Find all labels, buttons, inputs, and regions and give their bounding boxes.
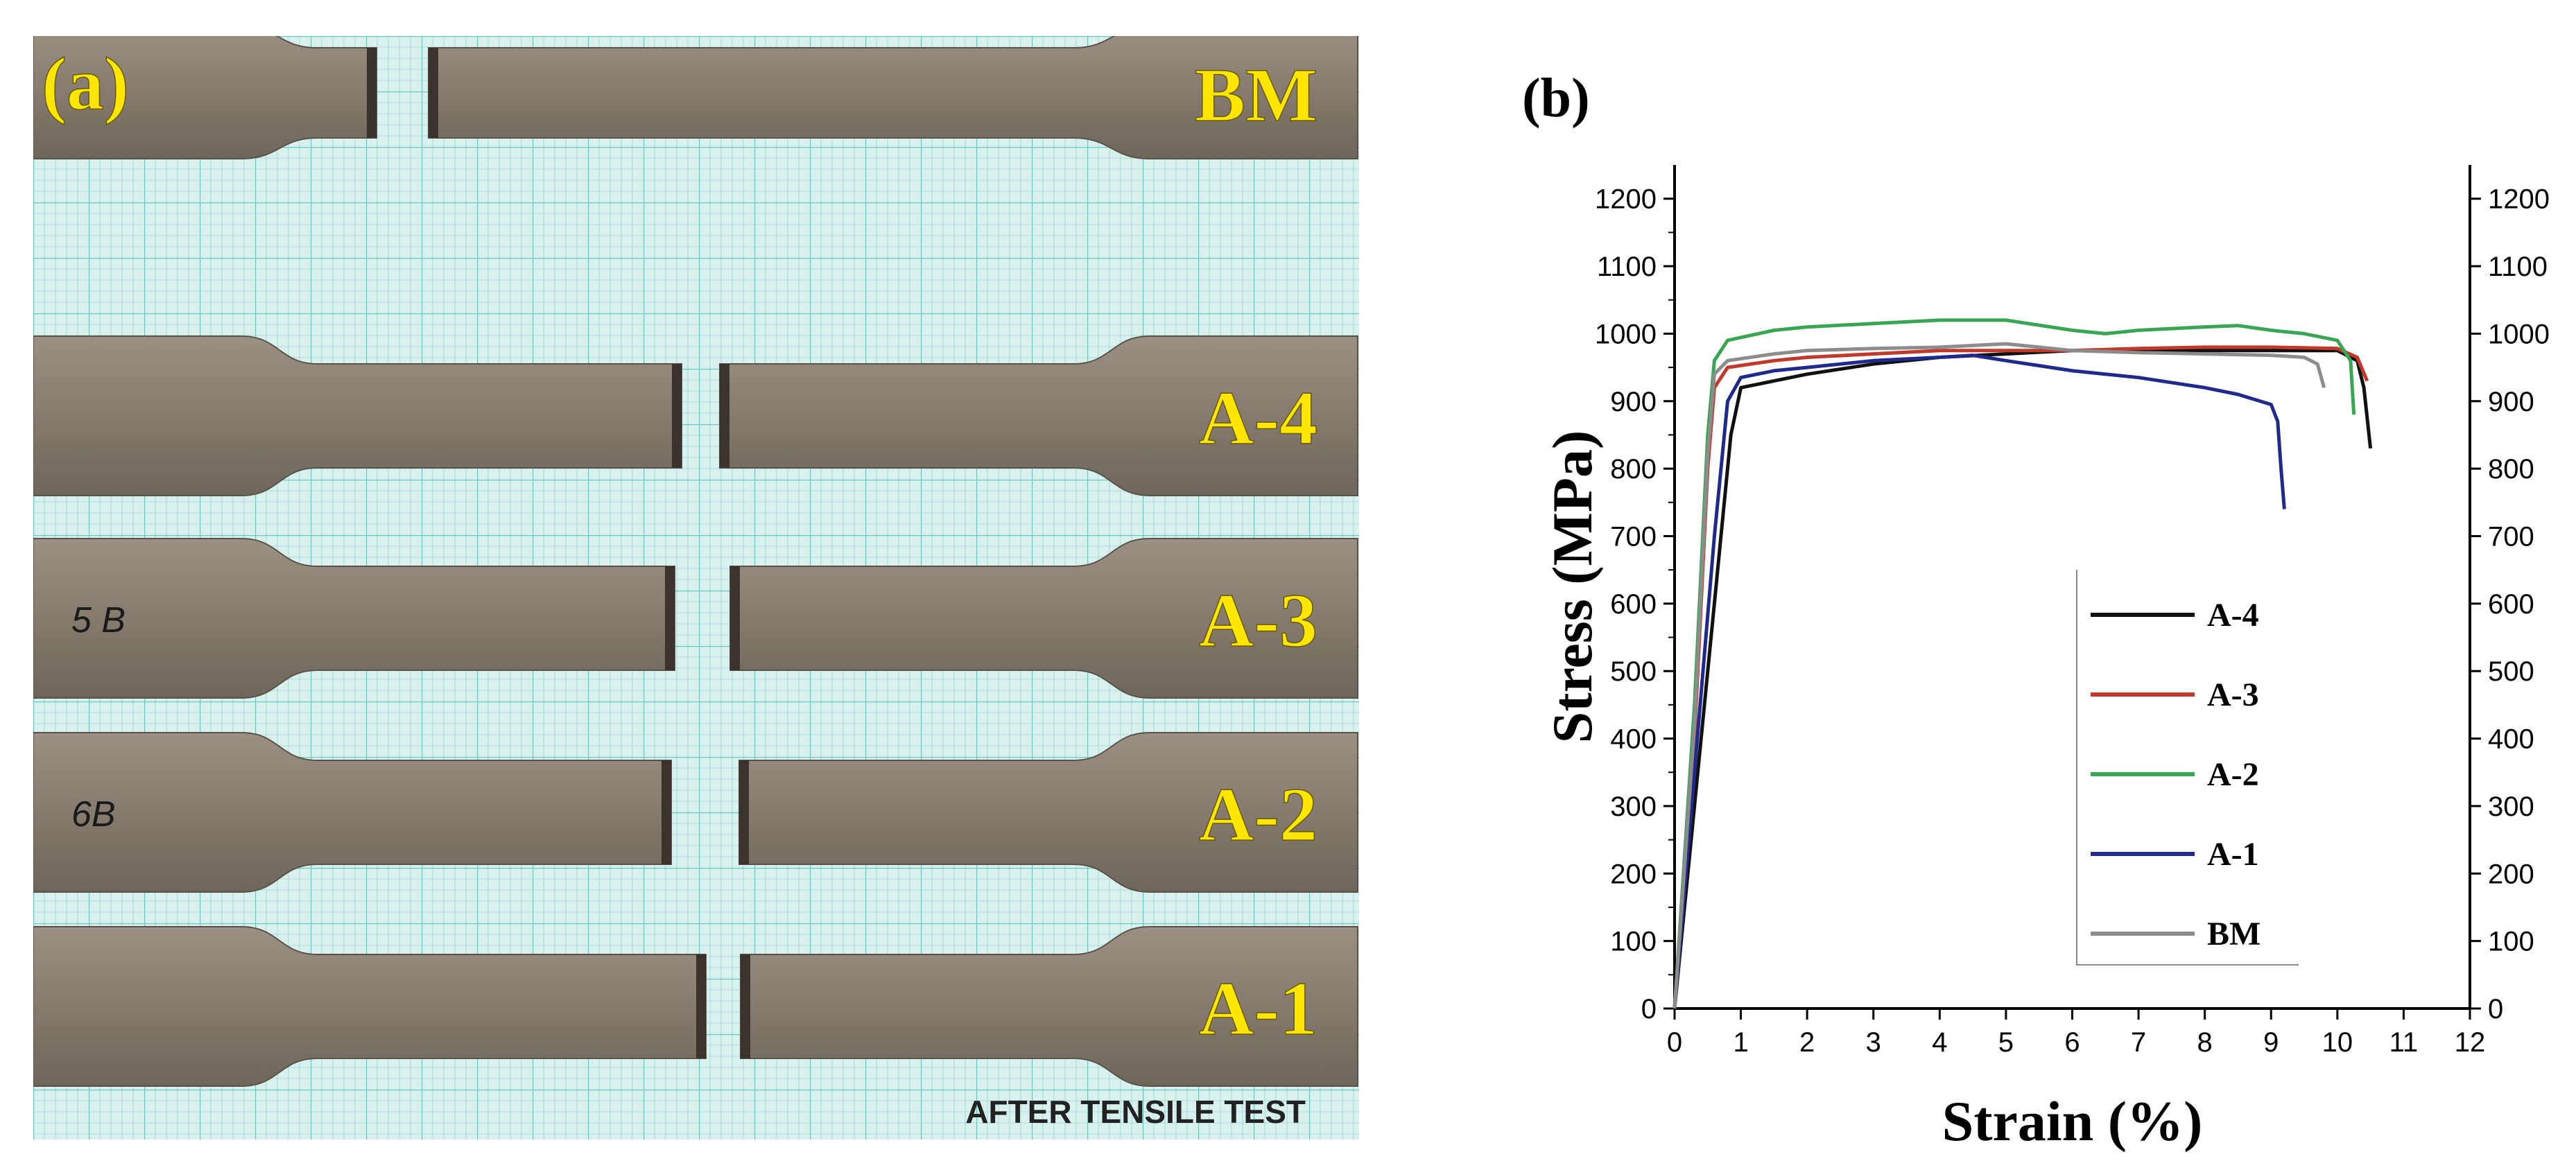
legend-label-A-1: A-1: [2207, 836, 2259, 873]
x-tick-label: 11: [2389, 1027, 2419, 1058]
x-tick-label: 9: [2263, 1027, 2279, 1058]
y-tick-label: 200: [1610, 859, 1657, 889]
y-axis-title: Stress (MPa): [1541, 430, 1604, 744]
specimen-label-BM: BM: [1195, 53, 1317, 137]
y-tick-label: 100: [1610, 927, 1657, 957]
fracture-face: [696, 954, 706, 1058]
y-tick-label: 1200: [1595, 184, 1657, 215]
right-tick-label: 100: [2488, 927, 2534, 957]
specimen-label-A-1: A-1: [1199, 966, 1317, 1051]
right-tick-label: 1100: [2488, 252, 2548, 282]
x-tick-label: 10: [2322, 1027, 2353, 1058]
x-tick-label: 12: [2455, 1027, 2486, 1058]
right-tick-label: 400: [2488, 724, 2534, 755]
x-tick-label: 7: [2131, 1027, 2146, 1058]
series-line-A-1: [1672, 353, 2286, 1009]
x-tick-label: 2: [1799, 1027, 1815, 1058]
fracture-face: [367, 48, 377, 138]
x-axis-title: Strain (%): [1942, 1090, 2203, 1153]
right-tick-label: 200: [2488, 859, 2534, 889]
legend-label-A-4: A-4: [2207, 597, 2259, 634]
x-tick-label: 6: [2064, 1027, 2080, 1058]
photo-caption: AFTER TENSILE TEST: [965, 1094, 1306, 1130]
fracture-face: [665, 566, 675, 670]
stress-strain-chart-panel: (b) 0 100 200 300 400 500 600 700 800 900 1000 1100 1…: [1508, 0, 2576, 1170]
right-tick-label: 0: [2488, 994, 2503, 1024]
y-tick-label: 0: [1641, 994, 1657, 1024]
right-tick-label: 700: [2488, 521, 2534, 552]
right-tick-label: 300: [2488, 792, 2534, 822]
specimen-photo-panel: BM A-4 A-3 5 B A-2 6B A-1 (a) AFTER TENSILE TEST: [33, 36, 1359, 1140]
specimen-label-A-3: A-3: [1199, 578, 1317, 663]
right-tick-label: 900: [2488, 387, 2534, 417]
y-tick-label: 700: [1610, 521, 1657, 552]
x-tick-label: 8: [2197, 1027, 2213, 1058]
y-tick-label: 900: [1610, 387, 1657, 417]
y-tick-label: 300: [1610, 792, 1657, 822]
y-tick-label: 1100: [1597, 252, 1657, 282]
x-tick-label: 5: [1998, 1027, 2014, 1058]
right-tick-label: 800: [2488, 454, 2534, 484]
y-tick-label: 1000: [1595, 319, 1657, 349]
right-tick-label: 600: [2488, 589, 2534, 620]
legend-frame: [2076, 570, 2299, 966]
right-tick-label: 1000: [2488, 319, 2550, 349]
fracture-face: [720, 364, 729, 468]
x-tick-label: 4: [1932, 1027, 1947, 1058]
legend-box: [2077, 570, 2299, 965]
legend-label-BM: BM: [2207, 916, 2261, 952]
x-tick-label: 0: [1667, 1027, 1682, 1058]
x-tick-label: 1: [1733, 1027, 1748, 1058]
right-tick-label: 500: [2488, 656, 2534, 687]
specimen-marking-A-2: 6B: [71, 794, 116, 835]
stress-strain-chart: (b)0100200300400500600700800900100011001…: [1522, 68, 2550, 1153]
fracture-face: [429, 48, 438, 138]
fracture-face: [741, 954, 750, 1058]
specimen-label-A-4: A-4: [1199, 376, 1317, 460]
y-tick-label: 400: [1610, 724, 1657, 755]
specimen-photo: BM A-4 A-3 5 B A-2 6B A-1 (a) AFTER TENSILE TEST: [33, 36, 1359, 1140]
fracture-face: [730, 566, 740, 670]
legend-label-A-2: A-2: [2207, 756, 2259, 793]
fracture-face: [672, 364, 682, 468]
fracture-face: [662, 760, 671, 864]
y-tick-label: 500: [1610, 656, 1657, 687]
y-tick-label: 600: [1610, 589, 1657, 620]
panel-a-label: (a): [42, 43, 129, 125]
right-tick-label: 1200: [2488, 184, 2550, 215]
series-line-A-2: [1672, 318, 2356, 1009]
specimen-marking-A-3: 5 B: [71, 600, 126, 640]
panel-b-label: (b): [1522, 68, 1590, 129]
legend-label-A-3: A-3: [2207, 676, 2259, 713]
specimen-label-A-2: A-2: [1199, 772, 1317, 857]
x-tick-label: 3: [1866, 1027, 1881, 1058]
fracture-face: [739, 760, 749, 864]
series-line-BM: [1672, 342, 2326, 1009]
y-tick-label: 800: [1610, 454, 1657, 484]
